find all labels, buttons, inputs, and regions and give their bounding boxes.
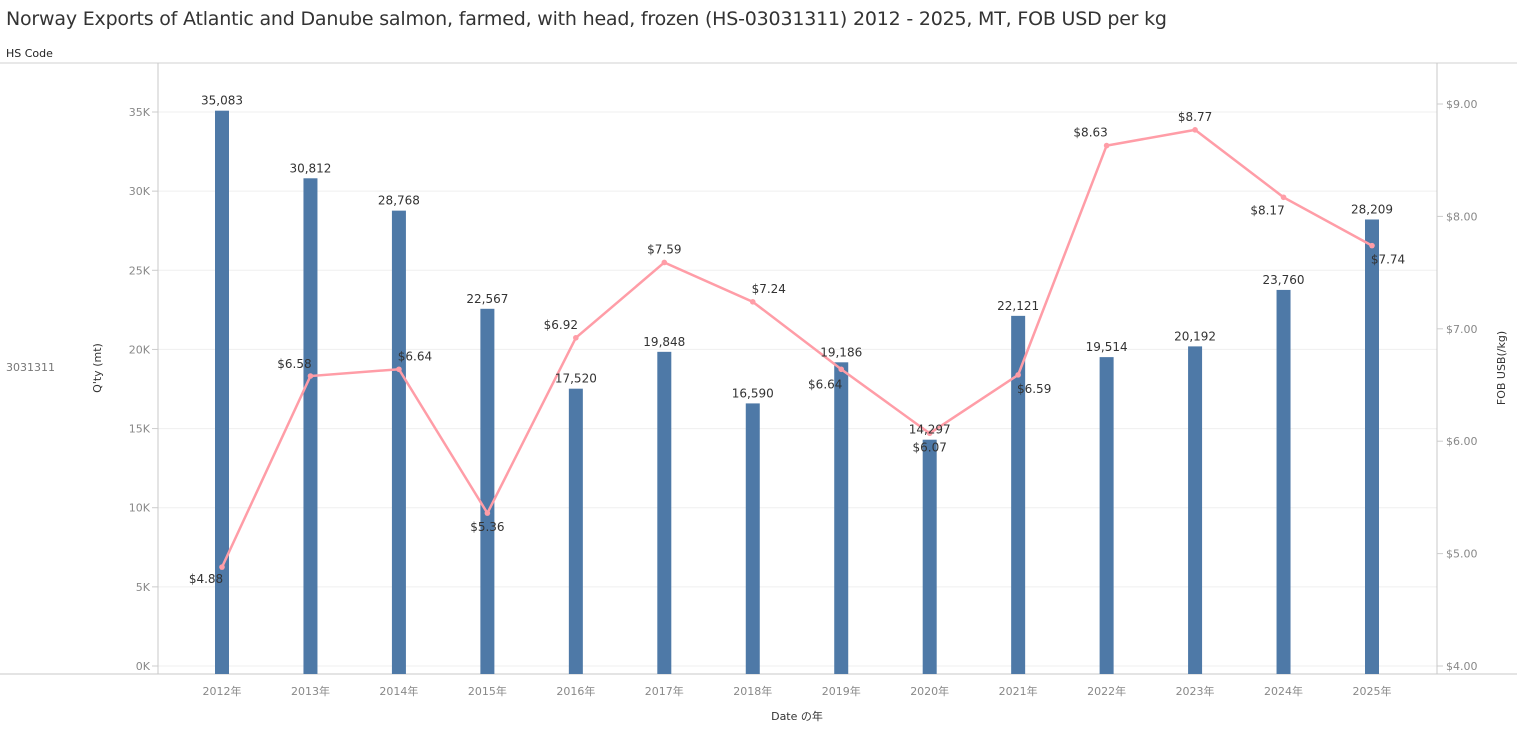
y2-tick-label: $7.00 [1446, 323, 1478, 336]
price-point[interactable] [749, 299, 756, 305]
y-tick-label: 20K [129, 343, 151, 356]
price-point[interactable] [307, 373, 314, 379]
bar-label: 19,186 [820, 345, 862, 359]
price-label: $7.59 [647, 242, 681, 256]
price-label: $4.88 [189, 572, 223, 586]
x-tick-label: 2025年 [1353, 684, 1392, 698]
x-tick-label: 2022年 [1087, 684, 1126, 698]
y2-tick-label: $9.00 [1446, 98, 1478, 111]
price-point[interactable] [1280, 194, 1287, 201]
y-tick-label: 10K [129, 502, 151, 515]
bar[interactable] [1099, 357, 1114, 674]
price-label: $7.74 [1371, 253, 1405, 267]
price-label: $6.64 [398, 349, 432, 363]
price-label: $5.36 [470, 520, 504, 534]
y2-tick-label: $8.00 [1446, 210, 1478, 223]
bar-label: 19,848 [643, 335, 685, 349]
price-point[interactable] [219, 564, 225, 570]
y-tick-label: 35K [129, 106, 151, 119]
bar[interactable] [303, 178, 318, 675]
x-tick-label: 2023年 [1176, 684, 1215, 698]
bar-label: 22,121 [997, 299, 1039, 313]
bar-label: 30,812 [289, 161, 331, 175]
price-line [220, 128, 1373, 568]
chart-title: Norway Exports of Atlantic and Danube sa… [6, 8, 1167, 30]
bar-label: 35,083 [201, 94, 243, 108]
price-label: $6.07 [913, 440, 947, 454]
bar[interactable] [1276, 289, 1291, 674]
x-tick-label: 2013年 [291, 684, 330, 698]
price-point[interactable] [1192, 127, 1198, 133]
price-point[interactable] [661, 259, 668, 266]
y-tick-label: 25K [129, 264, 151, 277]
y2-axis-title: FOB USB(/kg) [1495, 331, 1508, 405]
y-tick-label: 0K [136, 660, 151, 673]
price-label: $8.17 [1250, 203, 1284, 217]
bar[interactable] [480, 308, 495, 674]
bar[interactable] [1365, 219, 1379, 674]
bar[interactable] [568, 388, 583, 674]
bar[interactable] [1011, 315, 1026, 674]
x-tick-label: 2015年 [468, 684, 507, 698]
x-tick-label: 2016年 [556, 684, 595, 698]
y-axis-title: Q'ty (mt) [91, 343, 104, 393]
y2-tick-label: $6.00 [1446, 435, 1478, 448]
x-tick-label: 2017年 [645, 684, 684, 698]
price-point[interactable] [484, 510, 491, 516]
x-tick-label: 2018年 [733, 684, 772, 698]
bar-label: 28,768 [378, 194, 420, 208]
y-tick-label: 15K [129, 423, 151, 436]
x-axis-title: Date の年 [771, 709, 823, 723]
bar[interactable] [745, 403, 760, 674]
bar-label: 19,514 [1086, 340, 1128, 354]
bar[interactable] [834, 362, 849, 674]
x-tick-label: 2012年 [203, 684, 242, 698]
price-point[interactable] [1015, 372, 1021, 378]
price-label: $6.59 [1017, 382, 1051, 396]
y2-tick-label: $4.00 [1446, 660, 1478, 673]
price-label: $6.64 [808, 377, 842, 391]
bar-label: 28,209 [1351, 202, 1393, 216]
x-tick-label: 2020年 [910, 684, 949, 698]
y-tick-label: 30K [129, 185, 151, 198]
x-tick-label: 2024年 [1264, 684, 1303, 698]
bar-label: 14,297 [909, 423, 951, 437]
price-label: $8.77 [1178, 110, 1212, 124]
price-label: $8.63 [1073, 126, 1107, 140]
price-point[interactable] [1369, 242, 1375, 249]
bar[interactable] [922, 439, 937, 674]
y-tick-label: 5K [136, 581, 151, 594]
price-point[interactable] [1103, 142, 1110, 149]
y2-tick-label: $5.00 [1446, 548, 1478, 561]
price-label: $7.24 [752, 282, 786, 296]
price-point[interactable] [926, 430, 933, 437]
bar[interactable] [1188, 346, 1203, 674]
x-tick-label: 2019年 [822, 684, 861, 698]
price-label: $6.92 [544, 318, 578, 332]
bar-label: 20,192 [1174, 329, 1216, 343]
hs-code-header: HS Code [6, 47, 53, 60]
bar-label: 23,760 [1263, 273, 1305, 287]
bar[interactable] [391, 210, 406, 674]
bar[interactable] [657, 351, 672, 674]
bar-label: 17,520 [555, 372, 597, 386]
x-tick-label: 2021年 [999, 684, 1038, 698]
bar-label: 16,590 [732, 386, 774, 400]
price-point[interactable] [573, 334, 579, 341]
hs-code-value: 3031311 [6, 361, 55, 374]
price-point[interactable] [838, 366, 845, 373]
price-point[interactable] [396, 366, 402, 373]
x-tick-label: 2014年 [379, 684, 418, 698]
bar-label: 22,567 [466, 292, 508, 306]
price-label: $6.58 [277, 357, 311, 371]
bar[interactable] [215, 110, 229, 675]
